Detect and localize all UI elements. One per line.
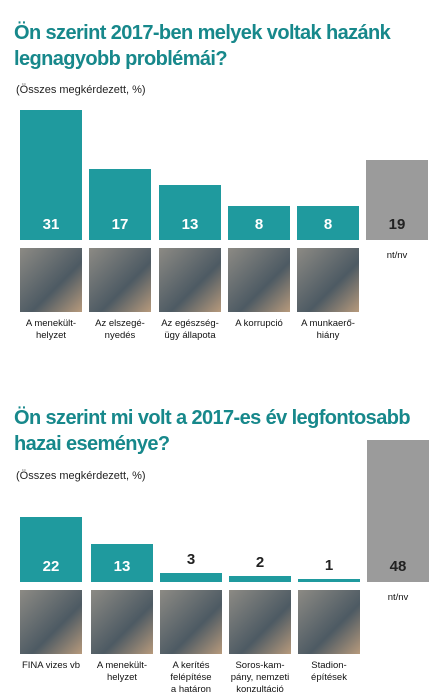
category-label: Stadion- építések bbox=[311, 660, 347, 683]
value-label: 1 bbox=[324, 557, 334, 575]
value-label: 19 bbox=[388, 216, 406, 233]
bar bbox=[89, 168, 151, 240]
value-label: 13 bbox=[181, 216, 199, 233]
value-label: 22 bbox=[42, 558, 60, 575]
bar bbox=[91, 543, 153, 582]
photo bbox=[20, 248, 82, 312]
chart-title: Ön szerint 2017-ben melyek voltak hazánk… bbox=[14, 22, 391, 70]
category-label: nt/nv bbox=[387, 592, 409, 603]
bar bbox=[298, 579, 360, 582]
value-label: 13 bbox=[113, 558, 131, 575]
value-label: 31 bbox=[42, 216, 60, 233]
category-label: nt/nv bbox=[386, 250, 408, 261]
photo bbox=[160, 590, 222, 654]
bar bbox=[366, 160, 428, 240]
value-label: 17 bbox=[111, 216, 129, 233]
bar bbox=[20, 517, 82, 582]
photo bbox=[298, 590, 360, 654]
category-label: A munkaerő- hiány bbox=[301, 318, 355, 341]
photo bbox=[159, 248, 221, 312]
value-label: 8 bbox=[323, 216, 333, 233]
value-label: 48 bbox=[389, 558, 407, 575]
photo bbox=[297, 248, 359, 312]
category-label: A menekült- helyzet bbox=[96, 660, 148, 683]
category-label: Soros-kam- pány, nemzeti konzultáció bbox=[230, 660, 290, 695]
bar bbox=[20, 109, 82, 240]
bar bbox=[159, 185, 221, 240]
category-label: A korrupció bbox=[235, 318, 283, 329]
value-label: 8 bbox=[254, 216, 264, 233]
photo bbox=[89, 248, 151, 312]
photo bbox=[229, 590, 291, 654]
bar bbox=[367, 440, 429, 582]
value-label: 3 bbox=[186, 551, 196, 569]
category-label: A kerítés felépítése a határon bbox=[170, 660, 212, 695]
category-label: FINA vizes vb bbox=[21, 660, 81, 671]
bar bbox=[228, 206, 290, 240]
value-label: 2 bbox=[255, 554, 265, 572]
photo bbox=[228, 248, 290, 312]
bar bbox=[297, 206, 359, 240]
bar bbox=[160, 573, 222, 582]
chart-title: Ön szerint mi volt a 2017-es év legfonto… bbox=[14, 407, 411, 455]
category-label: Az egészség- ügy állapota bbox=[161, 318, 219, 341]
category-label: A menekült- helyzet bbox=[25, 318, 77, 341]
photo bbox=[20, 590, 82, 654]
chart-subtitle: (Összes megkérdezett, %) bbox=[16, 84, 146, 96]
photo bbox=[91, 590, 153, 654]
chart-subtitle: (Összes megkérdezett, %) bbox=[16, 470, 146, 482]
category-label: Az elszegé- nyedés bbox=[95, 318, 145, 341]
bar bbox=[229, 576, 291, 582]
